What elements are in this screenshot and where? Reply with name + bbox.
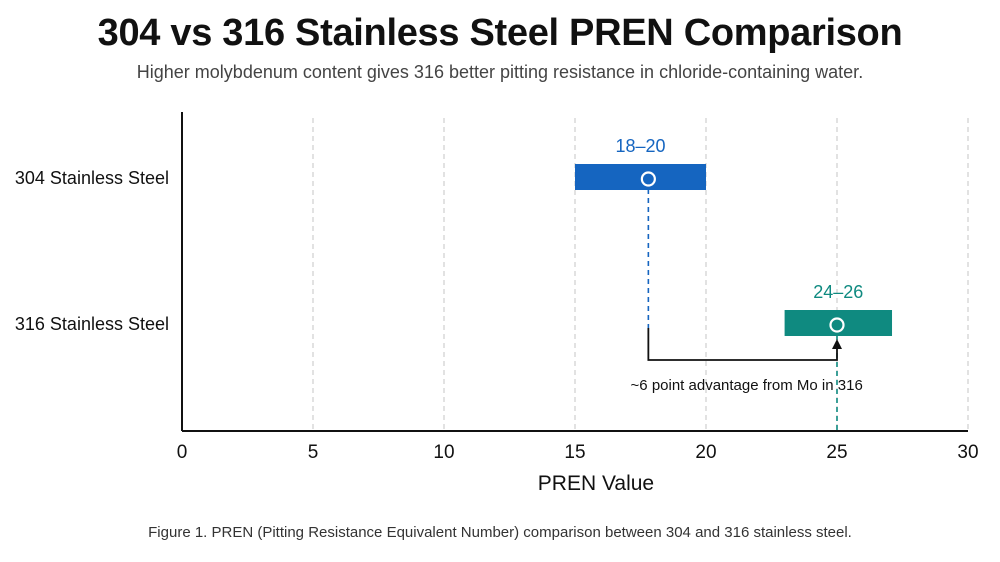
annotation-connector	[647, 328, 838, 361]
chart-subtitle: Higher molybdenum content gives 316 bett…	[136, 62, 864, 82]
range-marker	[640, 171, 656, 187]
range-label: 18–20	[615, 136, 665, 156]
annotation-text: ~6 point advantage from Mo in 316	[631, 377, 863, 394]
x-axis-label: PREN Value	[538, 472, 654, 495]
x-tick-label: 10	[433, 442, 454, 463]
x-tick-label: 0	[177, 442, 188, 463]
annotation-arrowhead	[832, 339, 842, 349]
x-tick-label: 25	[826, 442, 847, 463]
chart-title: 304 vs 316 Stainless Steel PREN Comparis…	[97, 12, 903, 54]
range-marker	[829, 317, 845, 333]
category-label: 304 Stainless Steel	[15, 168, 169, 188]
range-label: 24–26	[813, 282, 863, 302]
x-tick-label: 15	[564, 442, 585, 463]
x-tick-label: 5	[308, 442, 319, 463]
range-bar	[575, 164, 706, 190]
x-tick-label: 30	[957, 442, 978, 463]
x-tick-label: 20	[695, 442, 716, 463]
category-label: 316 Stainless Steel	[15, 314, 169, 334]
figure-caption: Figure 1. PREN (Pitting Resistance Equiv…	[148, 524, 852, 541]
